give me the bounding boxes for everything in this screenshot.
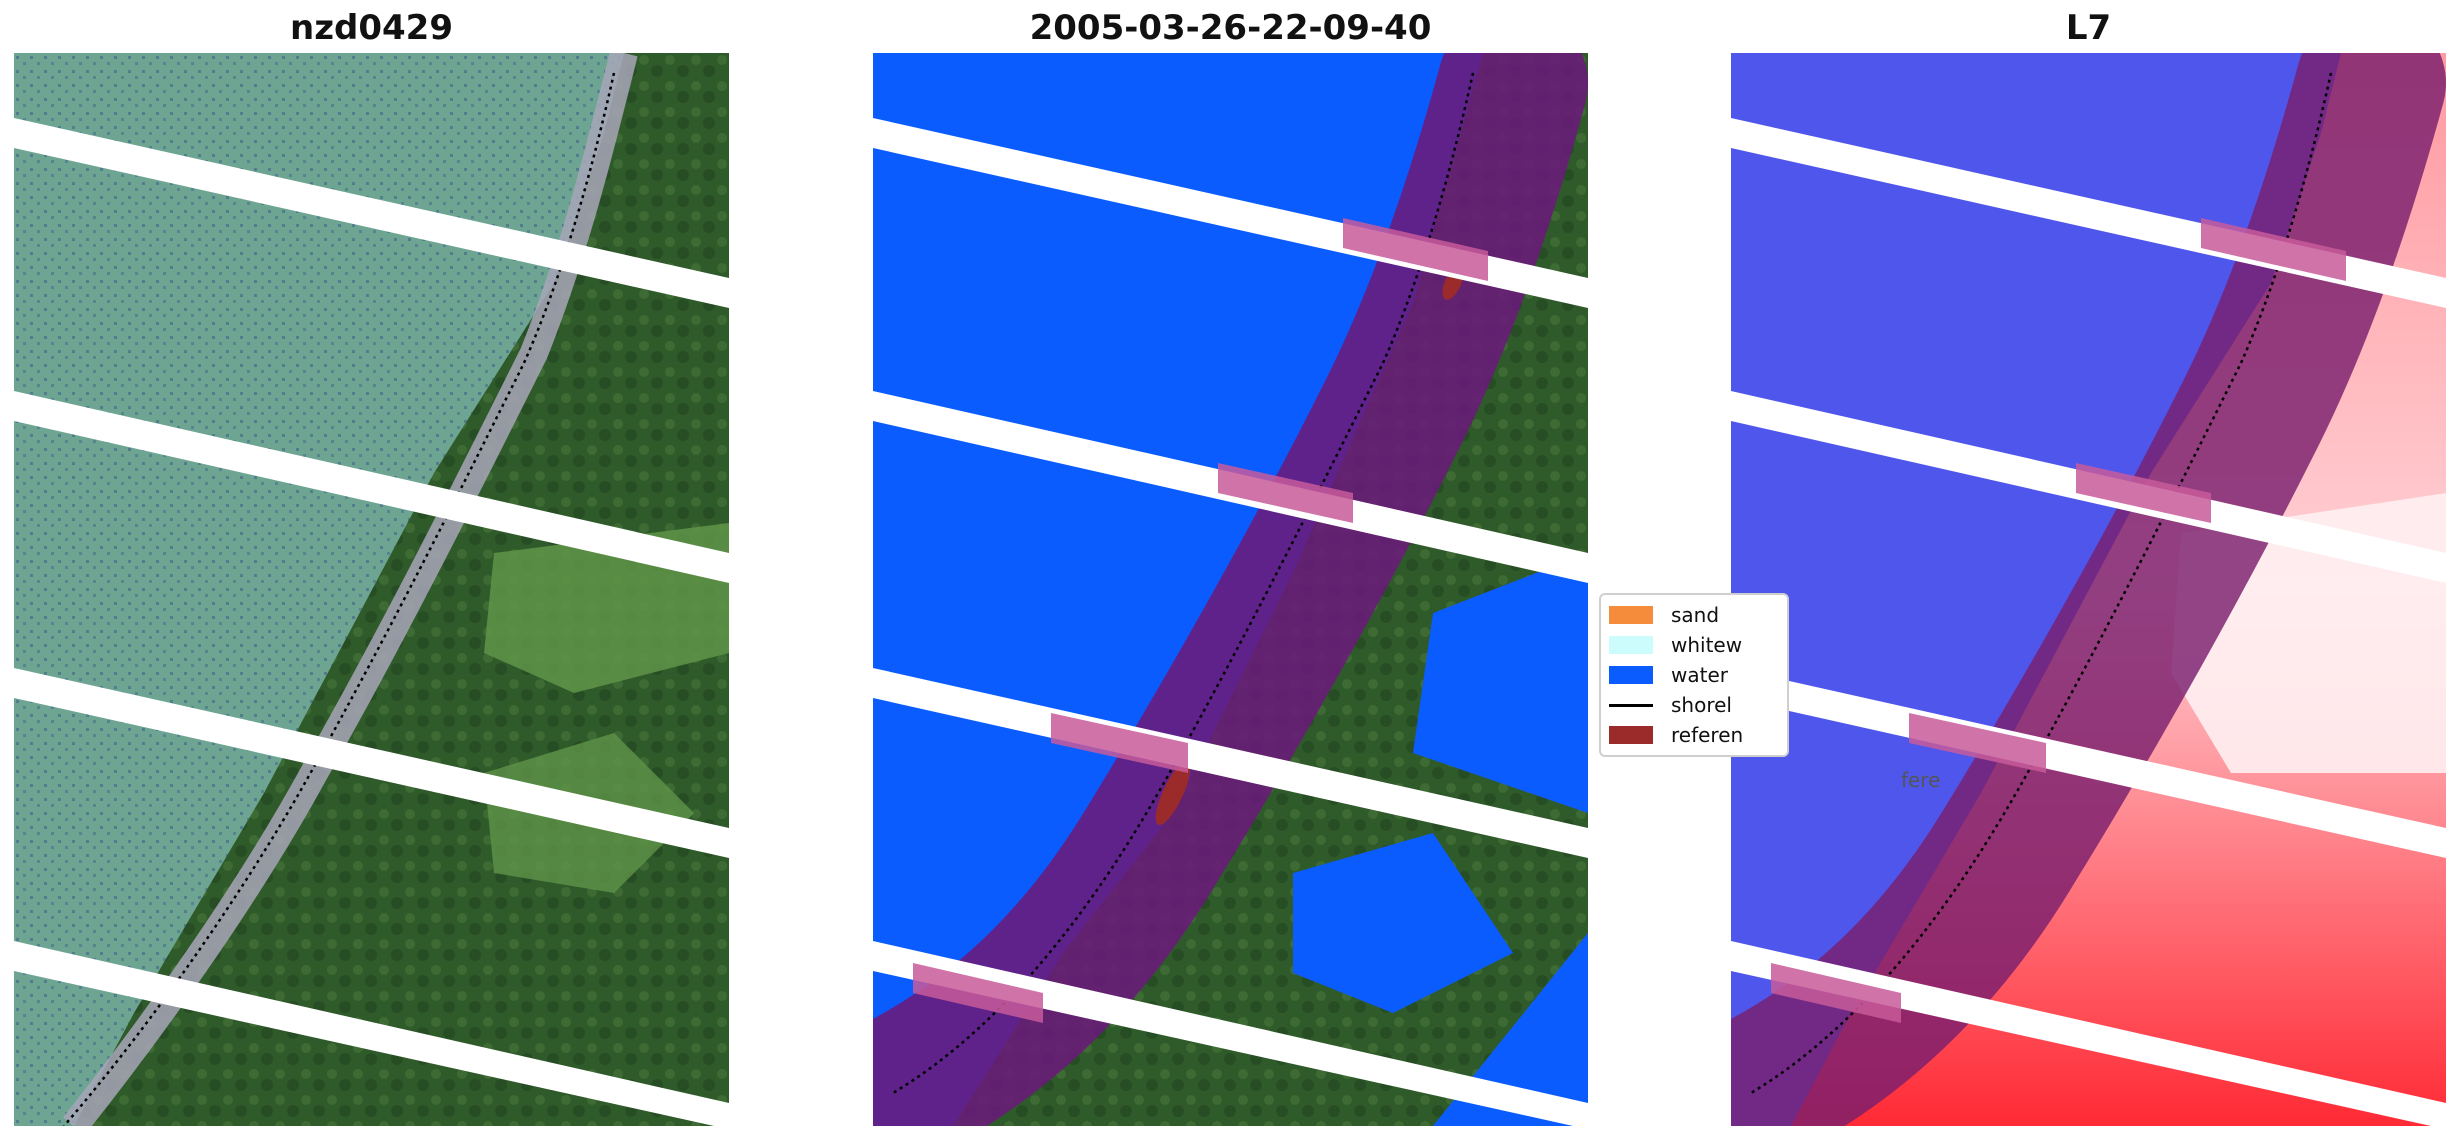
index-panel: fere <box>1731 53 2446 1126</box>
legend-item-whitewater: whitew <box>1609 633 1742 657</box>
legend: sand whitew water shorel referen <box>1599 593 1789 757</box>
buffer-stripe-overlap <box>1771 218 2346 1023</box>
legend-label: sand <box>1671 603 1720 627</box>
beach-strip <box>63 53 638 1126</box>
panel-title-rgb: nzd0429 <box>290 8 453 48</box>
rgb-image-panel <box>14 53 729 1126</box>
panel-title-classification: 2005-03-26-22-09-40 <box>1029 8 1432 48</box>
buffer-stripe-overlap <box>913 218 1488 1023</box>
shoreline-contour <box>63 72 616 1126</box>
legend-label: water <box>1671 663 1728 687</box>
shoreline-line-swatch <box>1609 703 1653 707</box>
shoreline-contour <box>892 72 1475 1095</box>
legend-item-sand: sand <box>1609 603 1719 627</box>
legend-label: referen <box>1671 723 1744 747</box>
shoreline-contour <box>1750 72 2333 1095</box>
sand-swatch <box>1609 606 1653 624</box>
whitewater-swatch <box>1609 636 1653 654</box>
reference-area <box>1155 760 1191 826</box>
legend-label: shorel <box>1671 693 1732 717</box>
legend-overflow-text: fere <box>1901 768 1941 792</box>
legend-item-shoreline: shorel <box>1609 693 1732 717</box>
reference-swatch <box>1609 726 1653 744</box>
legend-item-water: water <box>1609 663 1728 687</box>
scan-gap-stripes <box>14 118 729 1126</box>
water-swatch <box>1609 666 1653 684</box>
legend-item-reference: referen <box>1609 723 1743 747</box>
legend-label: whitew <box>1671 633 1743 657</box>
panel-title-index: L7 <box>2065 8 2112 48</box>
inland-water-patch <box>1293 833 1513 1013</box>
classification-panel <box>873 53 1588 1126</box>
